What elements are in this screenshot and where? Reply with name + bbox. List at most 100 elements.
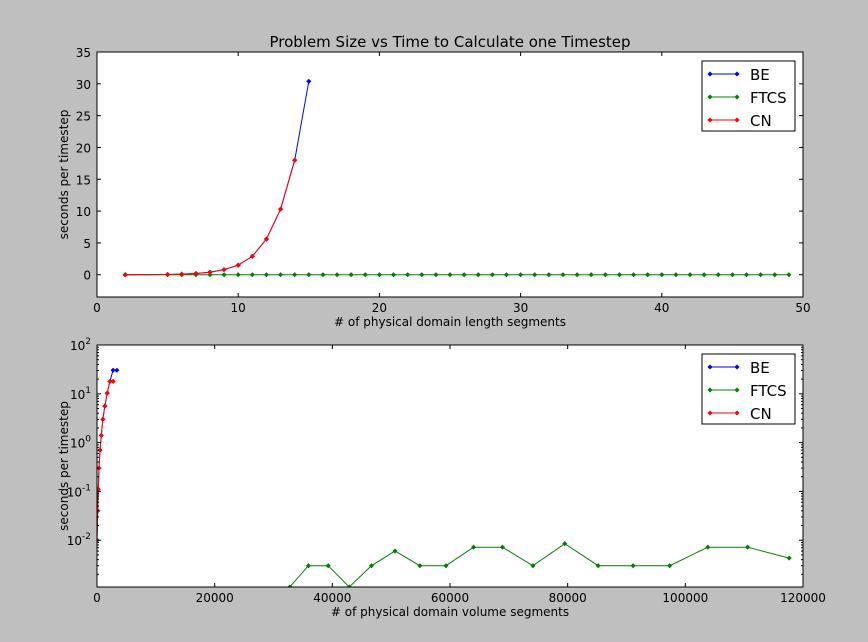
series-point-cn xyxy=(100,416,106,422)
series-group xyxy=(122,78,792,278)
series-point-ftcs xyxy=(715,272,721,278)
y-tick-label: 35 xyxy=(76,46,91,60)
series-point-ftcs xyxy=(306,272,312,278)
y-tick-label: 30 xyxy=(76,78,91,92)
x-axis-label: # of physical domain volume segments xyxy=(331,605,569,619)
series-point-ftcs xyxy=(659,272,665,278)
y-tick-label: 101 xyxy=(70,386,91,402)
x-tick-label: 0 xyxy=(93,591,101,605)
series-point-cn xyxy=(249,253,255,259)
series-point-be xyxy=(114,367,120,373)
x-tick-label: 80000 xyxy=(549,591,587,605)
series-point-ftcs xyxy=(503,272,510,278)
x-tick-label: 40 xyxy=(654,301,669,315)
series-point-cn xyxy=(221,266,227,273)
series-point-ftcs xyxy=(560,272,566,278)
series-point-cn xyxy=(263,236,270,242)
plot-area xyxy=(97,345,803,587)
series-point-cn xyxy=(110,378,116,384)
series-point-ftcs xyxy=(744,544,751,550)
legend-marker-be xyxy=(734,364,740,370)
series-point-ftcs xyxy=(368,563,375,569)
y-tick-exponent: 1 xyxy=(85,386,91,396)
legend-marker-ftcs xyxy=(707,94,713,100)
series-point-ftcs xyxy=(630,563,636,569)
y-tick-label: 0 xyxy=(83,269,91,283)
series-point-cn xyxy=(102,403,108,409)
series-point-ftcs xyxy=(757,272,764,278)
chart-title: Problem Size vs Time to Calculate one Ti… xyxy=(269,33,630,51)
y-tick-label: 100 xyxy=(70,435,91,451)
series-point-ftcs xyxy=(673,272,679,278)
series-point-ftcs xyxy=(786,272,792,278)
legend-marker-be xyxy=(707,71,713,77)
plot-frame xyxy=(96,51,804,298)
series-point-ftcs xyxy=(461,272,467,278)
series-point-ftcs xyxy=(595,563,601,569)
series-point-cn xyxy=(292,157,298,163)
series-point-ftcs xyxy=(348,272,354,278)
y-tick-label: 10-2 xyxy=(67,532,91,548)
series-point-ftcs xyxy=(263,272,270,278)
series-point-ftcs xyxy=(320,272,326,278)
y-tick-exponent: -1 xyxy=(82,483,91,493)
x-axis-label: # of physical domain length segments xyxy=(334,315,566,329)
x-tick-label: 100000 xyxy=(662,591,708,605)
x-tick-label: 30 xyxy=(513,301,528,315)
x-tick-label: 10 xyxy=(231,301,246,315)
series-point-ftcs xyxy=(517,272,524,278)
series-point-ftcs xyxy=(235,272,241,278)
legend-label-ftcs: FTCS xyxy=(750,382,787,400)
series-point-ftcs xyxy=(602,272,608,278)
series-point-ftcs xyxy=(489,272,496,278)
series-point-ftcs xyxy=(530,563,536,569)
y-tick-label: 15 xyxy=(76,173,91,187)
series-point-ftcs xyxy=(433,272,439,278)
series-point-ftcs xyxy=(630,272,637,278)
series-point-ftcs xyxy=(645,272,651,278)
series-point-cn xyxy=(97,465,102,471)
legend-marker-ftcs xyxy=(707,387,713,393)
y-axis-label: seconds per timestep xyxy=(57,110,71,240)
legend-label-be: BE xyxy=(750,66,770,84)
series-point-be xyxy=(306,78,312,84)
series-point-cn xyxy=(179,271,185,277)
legend-marker-be xyxy=(734,71,740,77)
series-point-ftcs xyxy=(305,563,312,569)
series-point-ftcs xyxy=(588,272,594,278)
series-point-cn xyxy=(164,271,171,278)
series-point-ftcs xyxy=(325,563,331,569)
series-point-ftcs xyxy=(404,272,411,278)
series-point-ftcs xyxy=(376,272,383,278)
y-tick-exponent: -2 xyxy=(82,532,91,542)
legend-marker-ftcs xyxy=(734,387,740,393)
y-tick-label: 25 xyxy=(76,110,91,124)
series-point-ftcs xyxy=(287,584,293,587)
x-tick-label: 50 xyxy=(795,301,810,315)
series-point-ftcs xyxy=(470,544,477,550)
legend-marker-cn xyxy=(707,410,713,416)
series-point-ftcs xyxy=(743,272,750,278)
x-tick-label: 20 xyxy=(372,301,387,315)
legend-marker-cn xyxy=(734,117,740,123)
series-point-ftcs xyxy=(392,548,398,554)
x-tick-label: 120000 xyxy=(780,591,826,605)
series-point-ftcs xyxy=(562,541,568,547)
y-tick-label: 20 xyxy=(76,141,91,155)
series-point-ftcs xyxy=(475,272,481,278)
series-point-ftcs xyxy=(701,272,707,278)
top-chart: 0 10 20 30 40 50 0 5 10 15 20 25 30 35 Problem Size vs… xyxy=(57,33,811,329)
series-point-ftcs xyxy=(687,272,693,278)
series-point-ftcs xyxy=(277,272,284,278)
legend-label-cn: CN xyxy=(750,112,772,130)
legend-box xyxy=(701,60,796,132)
legend-marker-be xyxy=(707,364,713,370)
series-point-ftcs xyxy=(786,555,792,561)
series-point-ftcs xyxy=(616,272,623,278)
series-point-ftcs xyxy=(346,584,352,587)
series-point-ftcs xyxy=(772,272,778,278)
series-point-ftcs xyxy=(334,272,340,278)
y-tick-label: 10 xyxy=(76,205,91,219)
series-point-ftcs xyxy=(419,272,425,278)
